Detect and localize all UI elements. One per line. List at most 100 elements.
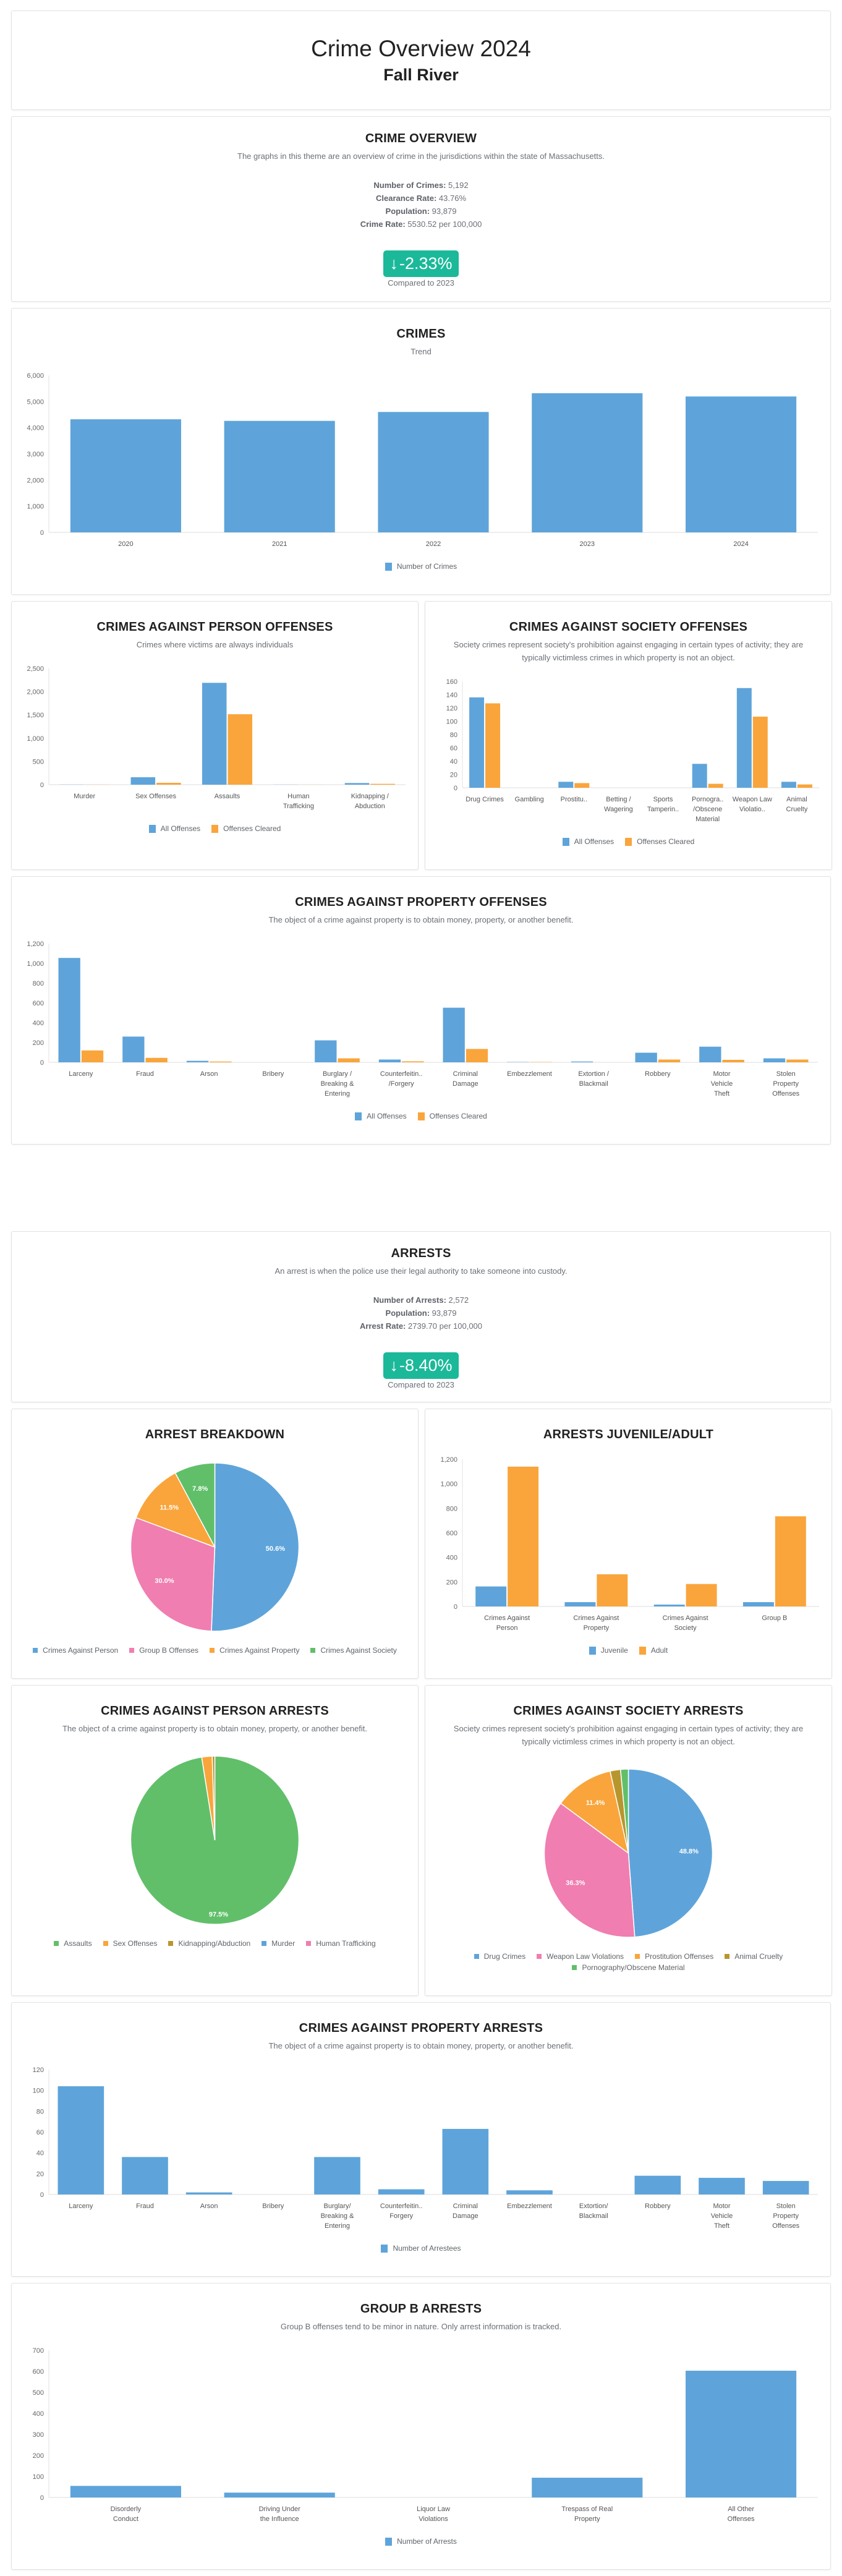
bar-number-of-arrests-trespass-of-real-property[interactable] <box>532 2478 642 2497</box>
bar-offenses-cleared-criminal-damage[interactable] <box>466 1049 488 1062</box>
bar-number-of-arrestees-counterfeitin-forgery[interactable] <box>378 2190 425 2194</box>
pie-slice-crimes-against-person[interactable] <box>211 1463 299 1631</box>
bar-all-offenses-prostitu[interactable] <box>558 782 573 788</box>
bar-number-of-arrests-disorderly-conduct[interactable] <box>70 2486 181 2497</box>
bar-number-of-arrestees-stolen-property-offenses[interactable] <box>763 2181 809 2194</box>
bar-number-of-arrestees-burglary-breaking-entering[interactable] <box>314 2157 360 2194</box>
legend-label: Human Trafficking <box>316 1939 376 1948</box>
legend-item-prostitution-offenses[interactable]: Prostitution Offenses <box>635 1952 713 1961</box>
bar-offenses-cleared-counterfeitin-forgery[interactable] <box>402 1061 423 1062</box>
bar-number-of-arrests-driving-under-the-influence[interactable] <box>224 2493 335 2497</box>
bar-number-of-arrests-all-other-offenses[interactable] <box>686 2371 796 2497</box>
pie-slice-drug-crimes[interactable] <box>629 1769 713 1937</box>
legend-item-offenses-cleared[interactable]: Offenses Cleared <box>418 1112 487 1120</box>
bar-all-offenses-stolen-property-offenses[interactable] <box>763 1059 785 1062</box>
legend-item-all-offenses[interactable]: All Offenses <box>149 824 200 833</box>
legend-item-weapon-law-violations[interactable]: Weapon Law Violations <box>537 1952 624 1961</box>
bar-offenses-cleared-pornogra-obscene-material[interactable] <box>708 784 723 788</box>
y-tick-label: 0 <box>40 1059 44 1067</box>
bar-all-offenses-counterfeitin-forgery[interactable] <box>379 1060 401 1062</box>
legend-item-number-of-crimes[interactable]: Number of Crimes <box>385 562 457 571</box>
legend-item-pornography-obscene-material[interactable]: Pornography/Obscene Material <box>572 1963 684 1972</box>
legend-item-human-trafficking[interactable]: Human Trafficking <box>306 1939 376 1948</box>
bar-offenses-cleared-prostitu[interactable] <box>574 783 589 788</box>
bar-all-offenses-criminal-damage[interactable] <box>443 1008 465 1062</box>
bar-offenses-cleared-stolen-property-offenses[interactable] <box>786 1060 808 1062</box>
legend-item-all-offenses[interactable]: All Offenses <box>563 837 614 846</box>
bar-all-offenses-motor-vehicle-theft[interactable] <box>699 1047 721 1062</box>
bar-number-of-crimes-2024[interactable] <box>686 396 796 532</box>
bar-all-offenses-animal-cruelty[interactable] <box>781 782 796 788</box>
legend-item-offenses-cleared[interactable]: Offenses Cleared <box>211 824 281 833</box>
bar-juvenile-group-b[interactable] <box>743 1602 774 1606</box>
bar-number-of-arrestees-robbery[interactable] <box>635 2176 681 2194</box>
x-tick-label: Betting /Wagering <box>604 796 633 813</box>
stat-arrest-rate: Arrest Rate: 2739.70 per 100,000 <box>12 1320 830 1333</box>
legend-item-murder[interactable]: Murder <box>262 1939 295 1948</box>
bar-offenses-cleared-assaults[interactable] <box>228 714 253 785</box>
bar-offenses-cleared-robbery[interactable] <box>658 1060 680 1062</box>
bar-all-offenses-larceny[interactable] <box>59 958 80 1062</box>
legend-swatch-icon <box>103 1941 108 1946</box>
bar-number-of-crimes-2023[interactable] <box>532 393 642 532</box>
bar-adult-crimes-against-society[interactable] <box>686 1584 717 1606</box>
bar-juvenile-crimes-against-person[interactable] <box>475 1587 506 1606</box>
bar-all-offenses-robbery[interactable] <box>636 1052 657 1062</box>
bar-adult-crimes-against-property[interactable] <box>597 1574 627 1606</box>
bar-offenses-cleared-animal-cruelty[interactable] <box>797 785 812 788</box>
y-tick-label: 300 <box>33 2431 44 2439</box>
bar-adult-crimes-against-person[interactable] <box>508 1467 538 1606</box>
bar-number-of-arrestees-larceny[interactable] <box>58 2086 104 2194</box>
legend-swatch-icon <box>385 563 392 571</box>
legend-item-sex-offenses[interactable]: Sex Offenses <box>103 1939 158 1948</box>
bar-number-of-arrestees-motor-vehicle-theft[interactable] <box>699 2178 745 2194</box>
x-tick-label: Counterfeitin../Forgery <box>380 1070 422 1088</box>
legend-item-crimes-against-property[interactable]: Crimes Against Property <box>210 1646 299 1655</box>
legend-item-drug-crimes[interactable]: Drug Crimes <box>474 1952 525 1961</box>
legend-item-crimes-against-society[interactable]: Crimes Against Society <box>310 1646 396 1655</box>
legend-label: Kidnapping/Abduction <box>178 1939 250 1948</box>
bar-all-offenses-fraud[interactable] <box>122 1036 144 1062</box>
bar-offenses-cleared-sex-offenses[interactable] <box>156 783 181 785</box>
bar-offenses-cleared-fraud[interactable] <box>146 1058 168 1062</box>
bar-all-offenses-kidnapping-abduction[interactable] <box>345 783 370 785</box>
legend-label: All Offenses <box>161 824 200 833</box>
legend-item-all-offenses[interactable]: All Offenses <box>355 1112 406 1120</box>
bar-all-offenses-sex-offenses[interactable] <box>131 777 156 785</box>
legend-label: All Offenses <box>574 837 614 846</box>
bar-all-offenses-burglary-breaking-entering[interactable] <box>315 1040 336 1062</box>
bar-juvenile-crimes-against-property[interactable] <box>564 1602 595 1606</box>
legend-item-juvenile[interactable]: Juvenile <box>589 1646 628 1655</box>
bar-all-offenses-assaults[interactable] <box>202 683 227 785</box>
bar-juvenile-crimes-against-society[interactable] <box>654 1605 685 1606</box>
bar-offenses-cleared-motor-vehicle-theft[interactable] <box>723 1060 744 1062</box>
bar-number-of-crimes-2021[interactable] <box>224 421 335 532</box>
bar-number-of-crimes-2022[interactable] <box>378 412 488 532</box>
legend-item-animal-cruelty[interactable]: Animal Cruelty <box>725 1952 783 1961</box>
bar-number-of-arrestees-embezzlement[interactable] <box>506 2190 553 2194</box>
legend-item-adult[interactable]: Adult <box>639 1646 668 1655</box>
bar-offenses-cleared-weapon-law-violatio[interactable] <box>753 717 768 788</box>
bar-offenses-cleared-drug-crimes[interactable] <box>485 703 500 788</box>
legend-item-kidnapping-abduction[interactable]: Kidnapping/Abduction <box>168 1939 250 1948</box>
bar-offenses-cleared-kidnapping-abduction[interactable] <box>370 784 395 785</box>
bar-number-of-crimes-2020[interactable] <box>70 419 181 532</box>
bar-all-offenses-drug-crimes[interactable] <box>469 697 484 788</box>
bar-all-offenses-arson[interactable] <box>187 1061 208 1062</box>
legend-item-offenses-cleared[interactable]: Offenses Cleared <box>625 837 694 846</box>
chart-title: ARRESTS JUVENILE/ADULT <box>425 1428 831 1442</box>
legend-item-assaults[interactable]: Assaults <box>54 1939 91 1948</box>
legend-item-number-of-arrestees[interactable]: Number of Arrestees <box>381 2244 461 2253</box>
bar-number-of-arrestees-criminal-damage[interactable] <box>443 2129 489 2194</box>
bar-adult-group-b[interactable] <box>775 1516 806 1606</box>
legend-item-number-of-arrests[interactable]: Number of Arrests <box>385 2537 457 2546</box>
bar-offenses-cleared-larceny[interactable] <box>82 1051 103 1062</box>
legend-item-crimes-against-person[interactable]: Crimes Against Person <box>33 1646 118 1655</box>
bar-all-offenses-pornogra-obscene-material[interactable] <box>692 764 707 788</box>
bar-offenses-cleared-burglary-breaking-entering[interactable] <box>338 1059 360 1062</box>
bar-number-of-arrestees-arson[interactable] <box>186 2193 232 2194</box>
y-tick-label: 20 <box>450 772 457 779</box>
legend-item-group-b-offenses[interactable]: Group B Offenses <box>129 1646 198 1655</box>
bar-number-of-arrestees-fraud[interactable] <box>122 2157 168 2194</box>
bar-all-offenses-weapon-law-violatio[interactable] <box>737 688 752 788</box>
